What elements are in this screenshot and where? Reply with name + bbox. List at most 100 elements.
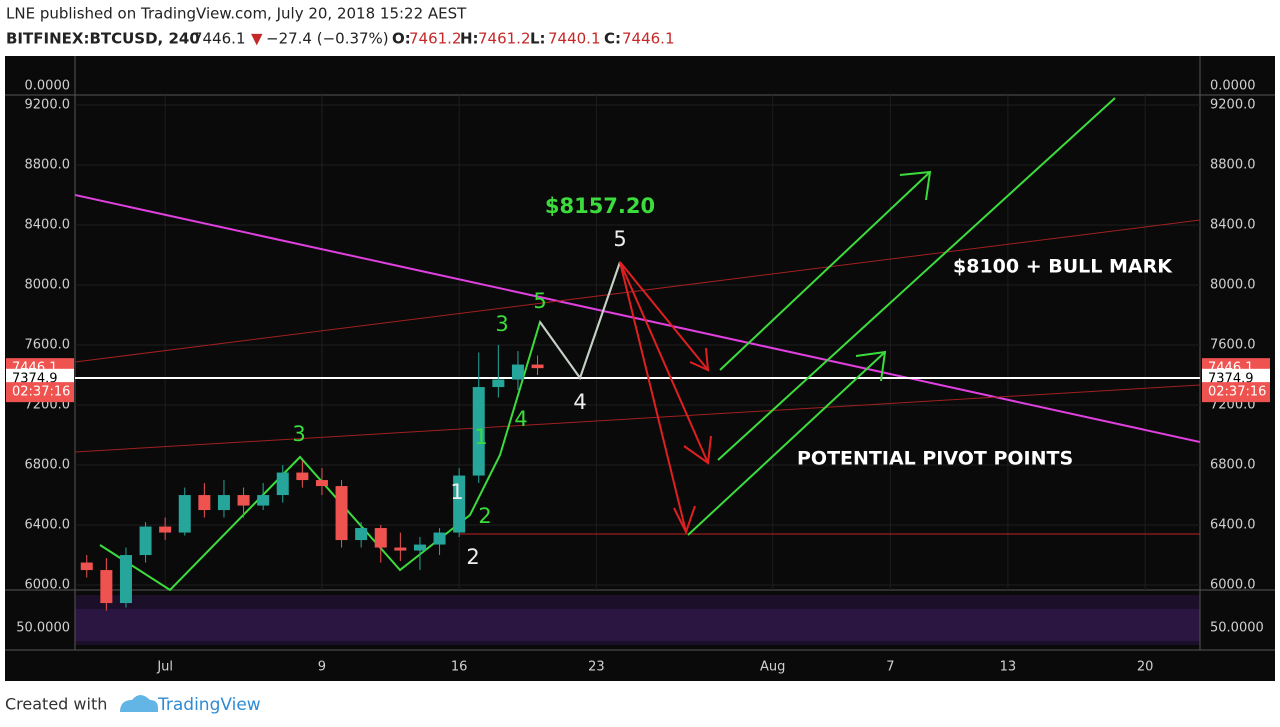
ohlc-label: L:	[530, 30, 546, 48]
candle-body	[276, 472, 289, 496]
symbol-info: −27.4 (−0.37%)	[266, 30, 389, 48]
y-tick-label: 8400.0	[25, 218, 71, 233]
candle-body	[374, 528, 387, 548]
y-tick-label: 6800.0	[1210, 458, 1256, 473]
ohlc-label: H:	[460, 30, 479, 48]
ohlc-label: C:	[604, 30, 621, 48]
indicator-label: 50.0000	[16, 621, 70, 636]
rsi-band	[75, 609, 1200, 641]
countdown-bg	[1202, 382, 1270, 403]
ohlc-value: 7461.2	[478, 30, 531, 48]
candle-body	[257, 495, 270, 506]
x-tick-label: 23	[588, 660, 605, 675]
symbol-info: BITFINEX:BTCUSD, 240	[6, 30, 200, 48]
candle-body	[217, 495, 230, 511]
wave-label: 4	[573, 390, 586, 414]
wave-path	[539, 261, 621, 381]
y-tick-label: 8400.0	[1210, 218, 1256, 233]
bull-label: $8100 + BULL MARK	[953, 256, 1173, 278]
ohlc-label: O:	[392, 30, 411, 48]
candle-body	[315, 480, 328, 487]
candle-body	[355, 528, 368, 541]
chart-bg	[5, 56, 1275, 681]
trendline	[75, 384, 1200, 453]
candle-body	[237, 495, 250, 506]
indicator-label: 0.0000	[25, 79, 71, 94]
candle-body	[80, 562, 93, 571]
y-tick-label: 8000.0	[1210, 278, 1256, 293]
brand-name[interactable]: TradingView	[157, 695, 261, 715]
arrow	[619, 261, 687, 533]
x-tick-label: 16	[451, 660, 468, 675]
candle-body	[159, 526, 172, 533]
wave-label: 1	[450, 480, 463, 504]
y-tick-label: 8800.0	[1210, 158, 1256, 173]
arrow	[619, 261, 709, 371]
y-tick-label: 8000.0	[25, 278, 71, 293]
arrow	[717, 97, 1116, 461]
wave-label: 5	[533, 289, 546, 313]
arrow	[719, 171, 931, 371]
candle-body	[296, 472, 309, 481]
candle-body	[492, 379, 505, 388]
candle-body	[511, 364, 524, 380]
y-tick-label: 6000.0	[1210, 578, 1256, 593]
footer-text: Created with	[5, 695, 107, 714]
x-tick-label: 13	[1000, 660, 1017, 675]
y-tick-label: 6000.0	[25, 578, 71, 593]
wave-label: 3	[292, 422, 305, 446]
y-tick-label: 7600.0	[25, 338, 71, 353]
wave-label: 3	[495, 312, 508, 336]
countdown-bg	[6, 382, 74, 403]
candle-body	[178, 495, 191, 533]
candle-body	[100, 570, 113, 604]
y-tick-label: 6400.0	[25, 518, 71, 533]
x-tick-label: Aug	[760, 660, 785, 675]
x-tick-label: 9	[318, 660, 326, 675]
candle-body	[433, 532, 446, 545]
y-tick-label: 8800.0	[25, 158, 71, 173]
candle-body	[335, 486, 348, 541]
x-tick-label: 7	[886, 660, 894, 675]
countdown: 02:37:16	[12, 385, 70, 400]
trendline	[75, 219, 1200, 363]
arrow-head	[683, 435, 712, 465]
trendline	[75, 194, 1200, 443]
arrow-head	[899, 170, 932, 201]
y-tick-label: 9200.0	[25, 98, 71, 113]
ohlc-value: 7446.1	[622, 30, 675, 48]
wave-label: 4	[514, 407, 527, 431]
countdown: 02:37:16	[1208, 385, 1266, 400]
indicator-label: 0.0000	[1210, 79, 1256, 94]
indicator-label: 50.0000	[1210, 621, 1264, 636]
symbol-info: 7446.1	[193, 30, 246, 48]
candle-body	[119, 555, 132, 604]
candle-body	[394, 547, 407, 551]
arrow-head	[855, 350, 887, 382]
x-tick-label: Jul	[156, 660, 173, 675]
publish-title: LNE published on TradingView.com, July 2…	[6, 5, 467, 23]
arrow-head	[689, 347, 710, 372]
x-tick-label: 20	[1137, 660, 1154, 675]
y-tick-label: 7600.0	[1210, 338, 1256, 353]
brand-logo	[120, 695, 158, 712]
arrow	[619, 261, 709, 464]
candle-body	[472, 387, 485, 476]
drawings	[75, 97, 1200, 592]
y-tick-label: 6400.0	[1210, 518, 1256, 533]
candle-body	[413, 544, 426, 551]
wave-label: 2	[478, 504, 491, 528]
wave-label: 1	[474, 425, 487, 449]
y-tick-label: 9200.0	[1210, 98, 1256, 113]
wave-label: 2	[466, 545, 479, 569]
y-tick-label: 6800.0	[25, 458, 71, 473]
candle-body	[139, 526, 152, 556]
candle-body	[198, 495, 211, 511]
ohlc-value: 7440.1	[548, 30, 601, 48]
ohlc-value: 7461.2	[409, 30, 462, 48]
arrow	[687, 351, 886, 536]
target-label: $8157.20	[545, 194, 655, 218]
candle-body	[531, 364, 544, 369]
